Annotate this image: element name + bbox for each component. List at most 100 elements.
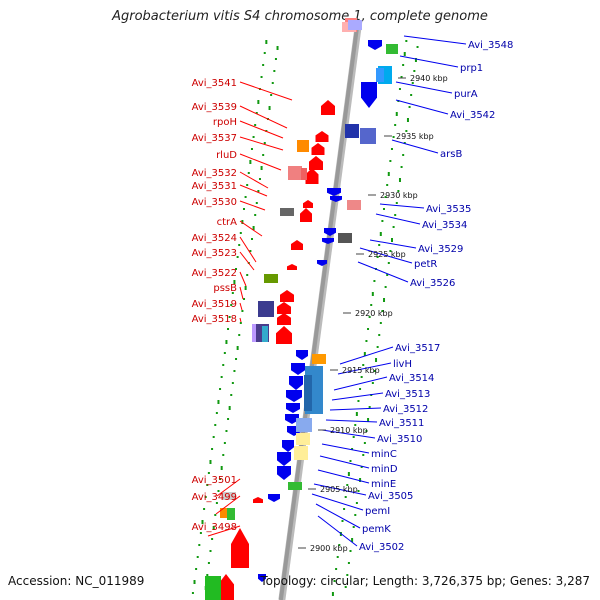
orf-dot — [223, 442, 226, 444]
orf-dot — [252, 226, 255, 230]
orf-dot — [239, 232, 242, 234]
reverse-gene-arrow — [330, 196, 342, 202]
reverse-gene-label: Avi_3511 — [379, 418, 424, 429]
orf-dot — [271, 82, 274, 84]
reverse-gene-box — [304, 375, 312, 411]
orf-dot — [411, 82, 414, 84]
reverse-gene-label: Avi_3526 — [410, 278, 455, 289]
reverse-label-leader — [317, 469, 370, 484]
orf-dot — [379, 232, 382, 236]
reverse-gene-arrow — [277, 452, 291, 466]
orf-dot — [244, 196, 247, 198]
reverse-gene-label: petR — [414, 259, 437, 270]
orf-dot — [254, 124, 257, 126]
orf-dot — [379, 322, 382, 324]
forward-gene-arrow — [291, 240, 303, 250]
forward-gene-arrow — [315, 131, 329, 142]
backbone — [278, 19, 360, 600]
orf-dot — [331, 592, 334, 596]
accession-text: Accession: NC_011989 — [8, 574, 145, 588]
orf-dot — [265, 40, 268, 44]
orf-dot — [392, 226, 395, 228]
orf-dot — [368, 316, 371, 318]
orf-dot — [333, 580, 336, 582]
orf-dot — [217, 400, 220, 404]
orf-dot — [381, 310, 384, 312]
forward-gene-arrow — [303, 200, 313, 208]
orf-dot — [244, 286, 247, 290]
orf-dot — [338, 544, 341, 546]
orf-dot — [376, 346, 379, 348]
orf-dot — [355, 502, 358, 504]
kbp-tick-label: 2900 kbp — [310, 544, 348, 553]
orf-dot — [371, 292, 374, 296]
reverse-gene-box — [296, 433, 310, 445]
orf-dot — [387, 172, 390, 176]
reverse-gene-arrow — [285, 414, 299, 424]
reverse-gene-label: Avi_3513 — [385, 389, 430, 400]
orf-dot — [392, 136, 395, 138]
forward-gene-label: Avi_3519 — [192, 299, 237, 310]
forward-label-leader — [215, 495, 241, 515]
orf-dot — [219, 478, 222, 480]
orf-dot — [346, 484, 349, 486]
forward-gene-label: Avi_3501 — [192, 475, 237, 486]
kbp-tick-label: 2915 kbp — [342, 366, 380, 375]
orf-dot — [255, 112, 258, 114]
reverse-gene-label: minE — [371, 479, 396, 490]
forward-label-leader — [239, 302, 243, 311]
orf-dot — [201, 520, 204, 524]
reverse-gene-box — [288, 482, 302, 490]
kbp-tick-label: 2920 kbp — [355, 309, 393, 318]
forward-label-leader — [239, 184, 268, 197]
reverse-gene-arrow — [286, 403, 300, 413]
reverse-gene-box — [347, 200, 361, 210]
orf-dot — [228, 316, 231, 318]
reverse-gene-label: Avi_3510 — [377, 434, 422, 445]
forward-label-leader — [239, 81, 293, 101]
gene-box — [264, 274, 278, 283]
forward-label-leader — [239, 286, 244, 300]
orf-dot — [395, 112, 398, 116]
forward-label-leader — [239, 317, 242, 323]
forward-gene-arrow — [231, 528, 249, 568]
forward-gene-label: Avi_3537 — [192, 133, 237, 144]
orf-dot — [384, 286, 387, 288]
reverse-gene-box — [345, 124, 359, 138]
orf-dot — [335, 568, 338, 570]
orf-dot — [386, 274, 389, 276]
orf-dot — [405, 40, 408, 42]
orf-dot — [365, 430, 368, 432]
orf-dot — [403, 52, 406, 56]
orf-dot — [231, 292, 234, 294]
orf-dot — [215, 502, 218, 504]
reverse-gene-label: Avi_3512 — [383, 404, 428, 415]
orf-dot — [343, 508, 346, 510]
reverse-label-leader — [395, 81, 453, 94]
forward-gene-label: rluD — [216, 150, 237, 161]
orf-dot — [402, 64, 405, 66]
gene-box — [220, 508, 228, 518]
orf-dot — [214, 424, 217, 426]
orf-dot — [214, 514, 217, 516]
orf-dot — [355, 412, 358, 416]
reverse-gene-arrow — [324, 228, 336, 236]
orf-dot — [249, 160, 252, 164]
reverse-label-leader — [325, 419, 378, 423]
orf-dot — [211, 448, 214, 450]
reverse-gene-box — [360, 128, 376, 144]
orf-dot — [268, 106, 271, 110]
forward-gene-label: ctrA — [217, 217, 238, 228]
forward-gene-arrow — [309, 156, 323, 170]
orf-dot — [397, 190, 400, 192]
kbp-tick-label: 2905 kbp — [320, 485, 358, 494]
orf-dot — [252, 136, 255, 138]
orf-dot — [386, 184, 389, 186]
orf-dot — [405, 130, 408, 132]
orf-dot — [375, 358, 378, 362]
orf-dot — [398, 178, 401, 182]
orf-dot — [389, 160, 392, 162]
reverse-label-leader — [321, 443, 370, 454]
orf-dot — [257, 100, 260, 104]
reverse-label-leader — [329, 407, 382, 411]
